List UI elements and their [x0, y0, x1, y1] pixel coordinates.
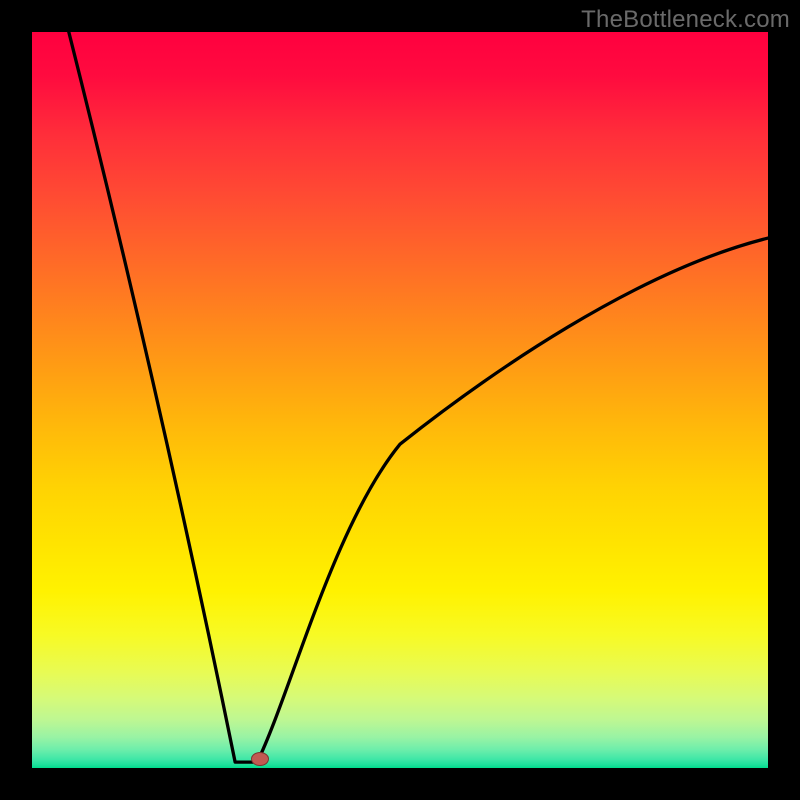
watermark-text: TheBottleneck.com	[581, 6, 790, 34]
chart-svg	[32, 32, 768, 768]
chart-container: TheBottleneck.com	[0, 0, 800, 800]
bottleneck-curve	[69, 32, 768, 762]
plot-area	[32, 32, 768, 768]
minimum-marker	[251, 752, 269, 766]
